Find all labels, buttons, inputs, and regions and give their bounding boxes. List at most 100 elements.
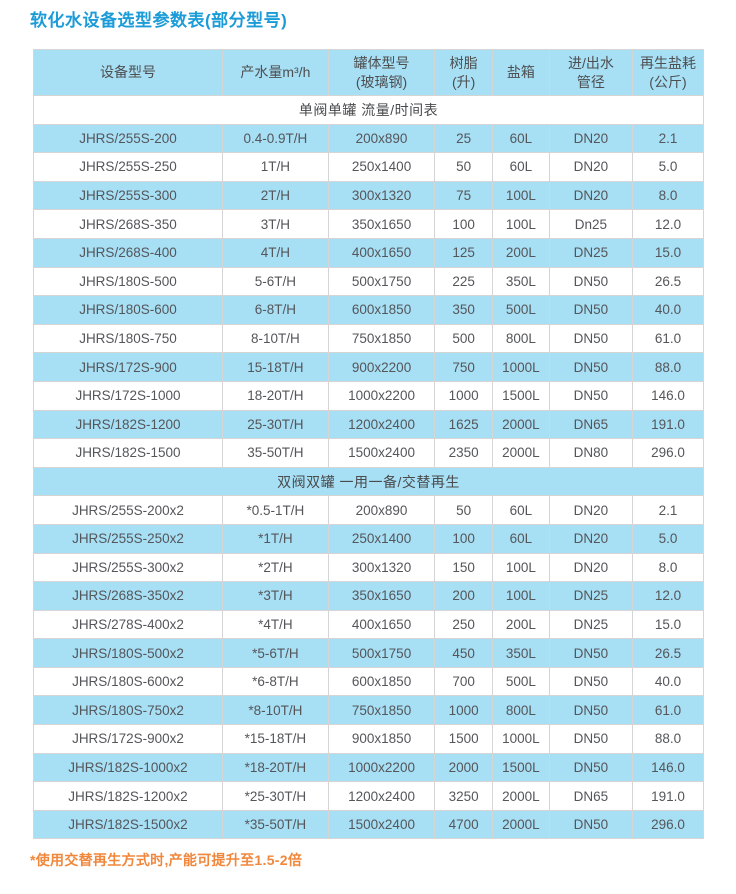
table-cell: DN25 — [548, 609, 633, 640]
table-cell: *0.5-1T/H — [221, 495, 329, 525]
table-cell: 12.0 — [631, 209, 705, 239]
table-cell: JHRS/182S-1200x2 — [33, 781, 223, 811]
table-cell: 800L — [491, 323, 550, 354]
table-cell: 900x2200 — [327, 352, 436, 382]
section-title: 单阀单罐 流量/时间表 — [33, 95, 704, 125]
table-cell: 5.0 — [631, 152, 705, 182]
table-row: JHRS/268S-350x2 *3T/H 350x1650 200 100L DN25 1… — [33, 581, 705, 611]
table-cell: 300x1320 — [327, 552, 436, 583]
table-cell: 1500L — [491, 752, 550, 783]
table-cell: 100L — [491, 209, 550, 239]
table-cell: 60L — [491, 123, 550, 154]
table-cell: 2000L — [491, 781, 550, 811]
table-cell: 12.0 — [631, 581, 705, 611]
table-cell: JHRS/255S-200x2 — [33, 495, 223, 525]
table-cell: 88.0 — [631, 724, 705, 754]
section-title: 双阀双罐 一用一备/交替再生 — [33, 466, 704, 497]
table-cell: 2000 — [434, 752, 493, 783]
table-cell: 400x1650 — [327, 237, 436, 268]
table-row: JHRS/182S-1200x2 *25-30T/H 1200x2400 3250 20… — [33, 781, 705, 811]
table-cell: 3250 — [434, 781, 493, 811]
table-cell: JHRS/180S-500x2 — [33, 638, 223, 668]
table-cell: JHRS/255S-200 — [33, 123, 223, 154]
table-cell: 225 — [434, 266, 493, 297]
table-row: JHRS/180S-500 5-6T/H 500x1750 225 350L DN50 26… — [33, 266, 705, 297]
table-row: JHRS/268S-350 3T/H 350x1650 100 100L Dn25 12.0 — [33, 209, 705, 239]
table-cell: 800L — [491, 695, 550, 726]
table-cell: DN25 — [548, 581, 633, 611]
table-cell: 250 — [434, 609, 493, 640]
table-cell: 1000L — [491, 724, 550, 754]
header-row: 设备型号 产水量m³/h 罐体型号 (玻璃钢) 树脂 (升) 盐箱 进/出水 管… — [33, 49, 705, 96]
table-cell: 6-8T/H — [221, 295, 329, 325]
table-cell: 5.0 — [631, 523, 705, 554]
table-cell: 191.0 — [631, 409, 705, 440]
table-cell: 700 — [434, 666, 493, 697]
table-cell: *1T/H — [221, 523, 329, 554]
table-cell: JHRS/180S-750 — [33, 323, 223, 354]
table-cell: 1500 — [434, 724, 493, 754]
table-cell: 750 — [434, 352, 493, 382]
table-cell: DN20 — [548, 180, 633, 211]
table-cell: DN50 — [548, 352, 633, 382]
table-cell: 88.0 — [631, 352, 705, 382]
table-row: JHRS/172S-900 15-18T/H 900x2200 750 1000L DN5… — [33, 352, 705, 382]
footnote: *使用交替再生方式时,产能可提升至1.5-2倍 — [30, 852, 303, 869]
table-cell: DN50 — [548, 809, 633, 840]
table-row: JHRS/172S-900x2 *15-18T/H 900x1850 1500 1000… — [33, 724, 705, 754]
table-cell: 200x890 — [327, 495, 436, 525]
table-cell: 600x1850 — [327, 666, 436, 697]
section-header-row: 单阀单罐 流量/时间表 — [33, 95, 704, 125]
table-cell: 60L — [491, 495, 550, 525]
table-cell: JHRS/255S-300 — [33, 180, 223, 211]
table-row: JHRS/182S-1500x2 *35-50T/H 1500x2400 4700 20… — [33, 809, 705, 840]
table-row: JHRS/172S-1000 18-20T/H 1000x2200 1000 1500L… — [33, 380, 705, 411]
table-cell: 8-10T/H — [221, 323, 329, 354]
table-cell: 500L — [491, 666, 550, 697]
table-cell: 50 — [434, 495, 493, 525]
table-cell: 40.0 — [631, 295, 705, 325]
table-cell: DN50 — [548, 323, 633, 354]
spec-table-body: 单阀单罐 流量/时间表 JHRS/255S-200 0.4-0.9T/H 200x89… — [33, 95, 705, 840]
table-cell: DN20 — [548, 523, 633, 554]
table-cell: 250x1400 — [327, 152, 436, 182]
table-cell: 15-18T/H — [221, 352, 329, 382]
table-cell: 350 — [434, 295, 493, 325]
table-row: JHRS/255S-200 0.4-0.9T/H 200x890 25 60L DN20 2… — [33, 123, 705, 154]
table-cell: 15.0 — [631, 237, 705, 268]
table-cell: 500x1750 — [327, 638, 436, 668]
table-cell: 1500L — [491, 380, 550, 411]
table-cell: 0.4-0.9T/H — [221, 123, 329, 154]
table-cell: JHRS/268S-350x2 — [33, 581, 223, 611]
table-cell: *35-50T/H — [221, 809, 329, 840]
col-header-saltbox: 盐箱 — [491, 49, 550, 96]
table-cell: 1T/H — [221, 152, 329, 182]
table-cell: JHRS/255S-300x2 — [33, 552, 223, 583]
table-cell: DN65 — [548, 781, 633, 811]
table-cell: DN20 — [548, 152, 633, 182]
table-cell: 350L — [491, 266, 550, 297]
table-cell: DN65 — [548, 409, 633, 440]
table-cell: 1200x2400 — [327, 781, 436, 811]
table-cell: JHRS/180S-600x2 — [33, 666, 223, 697]
table-cell: 100 — [434, 523, 493, 554]
table-cell: 750x1850 — [327, 323, 436, 354]
table-cell: DN80 — [548, 438, 633, 468]
table-cell: 1000x2200 — [327, 380, 436, 411]
table-cell: JHRS/172S-900 — [33, 352, 223, 382]
table-cell: 18-20T/H — [221, 380, 329, 411]
table-cell: 2.1 — [631, 123, 705, 154]
table-row: JHRS/182S-1000x2 *18-20T/H 1000x2200 2000 15… — [33, 752, 705, 783]
table-cell: 296.0 — [631, 809, 705, 840]
table-cell: JHRS/182S-1200 — [33, 409, 223, 440]
table-cell: JHRS/180S-750x2 — [33, 695, 223, 726]
table-cell: *4T/H — [221, 609, 329, 640]
table-cell: 500L — [491, 295, 550, 325]
table-cell: 250x1400 — [327, 523, 436, 554]
table-row: JHRS/255S-250 1T/H 250x1400 50 60L DN20 5.0 — [33, 152, 705, 182]
table-cell: DN20 — [548, 552, 633, 583]
table-cell: JHRS/268S-350 — [33, 209, 223, 239]
table-cell: DN50 — [548, 724, 633, 754]
table-cell: 8.0 — [631, 180, 705, 211]
page-title: 软化水设备选型参数表(部分型号) — [30, 11, 288, 30]
